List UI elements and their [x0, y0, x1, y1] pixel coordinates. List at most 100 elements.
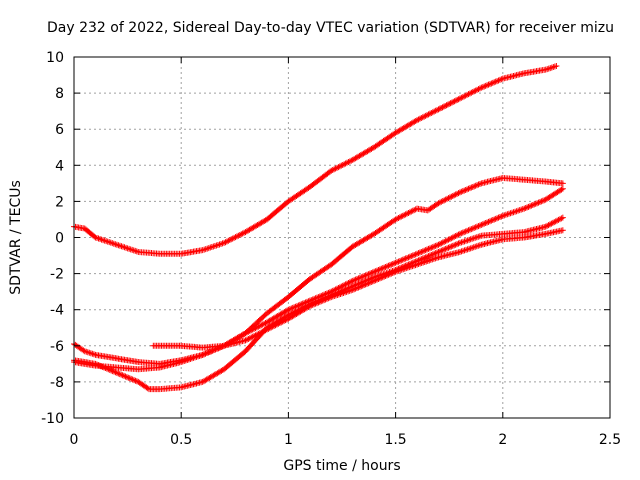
data-point	[249, 326, 256, 333]
data-point	[461, 229, 468, 236]
data-point	[409, 252, 416, 259]
data-point	[461, 247, 468, 254]
data-point	[312, 300, 319, 307]
data-point	[251, 333, 258, 340]
data-point	[252, 332, 259, 339]
data-point	[422, 254, 429, 261]
data-point	[342, 160, 349, 167]
data-point	[429, 109, 436, 116]
data-point	[371, 268, 378, 275]
data-point	[376, 275, 383, 282]
data-point	[309, 301, 316, 308]
data-point	[456, 189, 463, 196]
data-point	[464, 246, 471, 253]
data-point	[355, 275, 362, 282]
data-point	[199, 247, 206, 254]
data-point	[418, 248, 425, 255]
data-point	[459, 229, 466, 236]
data-point	[466, 226, 473, 233]
data-point	[368, 279, 375, 286]
data-point	[242, 337, 249, 344]
data-point	[95, 362, 102, 369]
data-point	[415, 116, 422, 123]
data-point	[442, 196, 449, 203]
data-point	[263, 326, 270, 333]
data-point	[451, 192, 458, 199]
y-tick-label: -2	[50, 267, 64, 283]
data-point	[123, 374, 130, 381]
data-point	[354, 276, 361, 283]
data-point	[458, 94, 465, 101]
x-tick-label: 2.5	[599, 432, 621, 448]
data-point	[416, 115, 423, 122]
y-tick-label: -8	[50, 375, 64, 391]
data-point	[401, 212, 408, 219]
data-point	[449, 192, 456, 199]
data-point	[416, 249, 423, 256]
data-point	[431, 250, 438, 257]
data-point	[275, 320, 282, 327]
data-point	[445, 244, 452, 251]
data-point	[448, 243, 455, 250]
x-tick-label: 0.5	[170, 432, 192, 448]
data-point	[534, 200, 541, 207]
y-tick-label: 8	[55, 86, 64, 102]
data-point	[439, 239, 446, 246]
data-point	[547, 65, 554, 72]
series-sat-c	[71, 185, 566, 373]
data-point	[428, 244, 435, 251]
data-point	[120, 243, 127, 250]
data-point	[472, 182, 479, 189]
data-point	[404, 210, 411, 217]
data-point	[202, 350, 209, 357]
data-point	[445, 195, 452, 202]
data-point	[535, 199, 542, 206]
data-point	[532, 200, 539, 207]
data-point	[464, 237, 471, 244]
data-point	[214, 241, 221, 248]
data-point	[432, 242, 439, 249]
data-point	[419, 248, 426, 255]
data-point	[386, 262, 393, 269]
data-point	[444, 195, 451, 202]
data-point	[489, 79, 496, 86]
data-point	[479, 221, 486, 228]
data-point	[368, 269, 375, 276]
data-point	[442, 238, 449, 245]
data-point	[281, 317, 288, 324]
data-point	[289, 304, 296, 311]
data-point	[459, 188, 466, 195]
data-point	[438, 240, 445, 247]
data-point	[395, 215, 402, 222]
data-point	[351, 286, 358, 293]
data-point	[99, 363, 106, 370]
data-point	[115, 370, 122, 377]
data-point	[436, 105, 443, 112]
data-point	[364, 271, 371, 278]
data-point	[331, 166, 338, 173]
data-point	[488, 217, 495, 224]
data-point	[433, 254, 440, 261]
data-point	[431, 108, 438, 115]
data-point	[476, 222, 483, 229]
data-point	[226, 237, 233, 244]
data-point	[105, 366, 112, 373]
data-point	[451, 98, 458, 105]
data-point	[328, 167, 335, 174]
data-point	[434, 242, 441, 249]
data-point	[245, 328, 252, 335]
data-point	[469, 225, 476, 232]
data-point	[358, 274, 365, 281]
data-point	[418, 115, 425, 122]
data-point	[476, 233, 483, 240]
data-point	[442, 102, 449, 109]
data-point	[249, 333, 256, 340]
data-point	[326, 294, 333, 301]
data-point	[395, 258, 402, 265]
x-tick-label: 2	[498, 432, 507, 448]
series-sat-e	[150, 227, 566, 351]
data-point	[364, 280, 371, 287]
data-point	[284, 307, 291, 314]
data-point	[425, 111, 432, 118]
data-point	[558, 215, 565, 222]
